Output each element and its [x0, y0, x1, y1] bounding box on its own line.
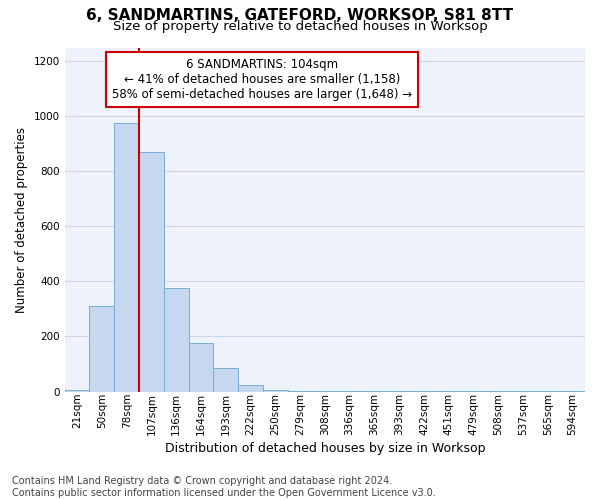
Bar [164, 288, 188, 392]
Bar [89, 306, 114, 392]
Bar [139, 152, 164, 392]
Bar [65, 390, 89, 392]
Text: Contains HM Land Registry data © Crown copyright and database right 2024.
Contai: Contains HM Land Registry data © Crown c… [12, 476, 436, 498]
Bar [362, 390, 387, 392]
Bar [114, 123, 139, 392]
Text: 6 SANDMARTINS: 104sqm
← 41% of detached houses are smaller (1,158)
58% of semi-d: 6 SANDMARTINS: 104sqm ← 41% of detached … [112, 58, 412, 101]
Bar [263, 390, 287, 392]
Bar [313, 391, 337, 392]
Bar [188, 344, 214, 392]
Text: Size of property relative to detached houses in Worksop: Size of property relative to detached ho… [113, 20, 487, 33]
Bar [238, 384, 263, 392]
Bar [287, 391, 313, 392]
Y-axis label: Number of detached properties: Number of detached properties [15, 126, 28, 312]
Text: 6, SANDMARTINS, GATEFORD, WORKSOP, S81 8TT: 6, SANDMARTINS, GATEFORD, WORKSOP, S81 8… [86, 8, 514, 22]
Bar [214, 368, 238, 392]
X-axis label: Distribution of detached houses by size in Worksop: Distribution of detached houses by size … [164, 442, 485, 455]
